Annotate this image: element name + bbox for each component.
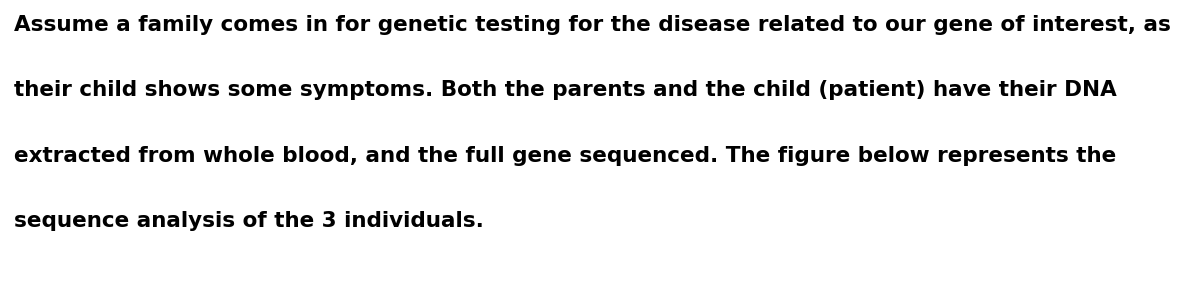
Text: their child shows some symptoms. Both the parents and the child (patient) have t: their child shows some symptoms. Both th…: [14, 80, 1117, 100]
Text: sequence analysis of the 3 individuals.: sequence analysis of the 3 individuals.: [14, 211, 485, 231]
Text: extracted from whole blood, and the full gene sequenced. The figure below repres: extracted from whole blood, and the full…: [14, 146, 1117, 165]
Text: Assume a family comes in for genetic testing for the disease related to our gene: Assume a family comes in for genetic tes…: [14, 15, 1171, 35]
